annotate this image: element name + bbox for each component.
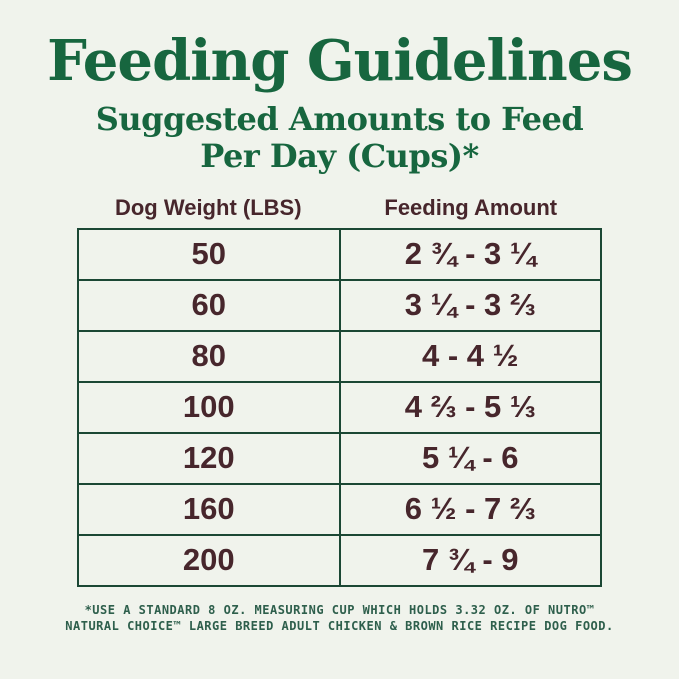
feeding-amount-cell: 7 ¾ - 9: [338, 533, 602, 587]
feeding-amount-cell: 3 ¼ - 3 ⅔: [338, 278, 602, 332]
page-title: Feeding Guidelines: [47, 28, 633, 94]
subtitle-line-2: Per Day (Cups)*: [200, 136, 479, 175]
table-row: 50 2 ¾ - 3 ¼: [77, 227, 602, 281]
feeding-table: 50 2 ¾ - 3 ¼ 60 3 ¼ - 3 ⅔ 80 4 - 4 ½ 100…: [77, 227, 602, 587]
footnote-line-2: NATURAL CHOICE™ LARGE BREED ADULT CHICKE…: [65, 618, 614, 633]
table-row: 200 7 ¾ - 9: [77, 533, 602, 587]
table-row: 60 3 ¼ - 3 ⅔: [77, 278, 602, 332]
footnote-line-1: *USE A STANDARD 8 OZ. MEASURING CUP WHIC…: [84, 602, 595, 617]
dog-weight-cell: 200: [77, 533, 341, 587]
table-row: 120 5 ¼ - 6: [77, 431, 602, 485]
dog-weight-cell: 120: [77, 431, 341, 485]
dog-weight-cell: 80: [77, 329, 341, 383]
table-row: 80 4 - 4 ½: [77, 329, 602, 383]
col-header-feeding-amount: Feeding Amount: [384, 194, 558, 220]
table-column-headers: Dog Weight (LBS) Feeding Amount: [77, 195, 602, 221]
dog-weight-cell: 160: [77, 482, 341, 536]
footnote: *USE A STANDARD 8 OZ. MEASURING CUP WHIC…: [0, 602, 679, 634]
dog-weight-cell: 50: [77, 227, 341, 281]
feeding-amount-cell: 6 ½ - 7 ⅔: [338, 482, 602, 536]
dog-weight-cell: 60: [77, 278, 341, 332]
dog-weight-cell: 100: [77, 380, 341, 434]
feeding-table-body: 50 2 ¾ - 3 ¼ 60 3 ¼ - 3 ⅔ 80 4 - 4 ½ 100…: [77, 227, 602, 587]
feeding-amount-cell: 4 ⅔ - 5 ⅓: [338, 380, 602, 434]
page-subtitle: Suggested Amounts to Feed Per Day (Cups)…: [0, 99, 679, 175]
subtitle-line-1: Suggested Amounts to Feed: [95, 99, 584, 138]
feeding-amount-cell: 2 ¾ - 3 ¼: [338, 227, 602, 281]
feeding-amount-cell: 5 ¼ - 6: [338, 431, 602, 485]
table-row: 160 6 ½ - 7 ⅔: [77, 482, 602, 536]
col-header-dog-weight: Dog Weight (LBS): [114, 194, 302, 220]
table-row: 100 4 ⅔ - 5 ⅓: [77, 380, 602, 434]
feeding-amount-cell: 4 - 4 ½: [338, 329, 602, 383]
